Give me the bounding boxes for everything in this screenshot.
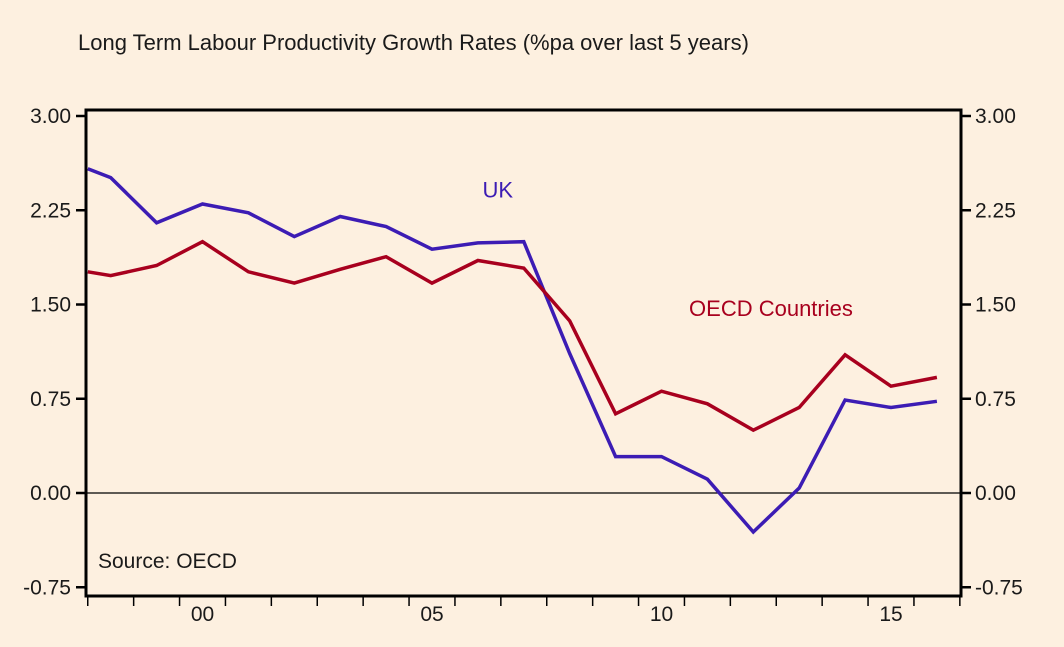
source-note: Source: OECD (98, 550, 237, 573)
x-tick-label: 05 (420, 603, 443, 626)
y-tick-label-right: -0.75 (975, 576, 1023, 599)
y-tick-label-left: 0.75 (30, 388, 71, 411)
y-tick-label-right: 1.50 (975, 294, 1016, 317)
x-tick-label: 10 (650, 603, 673, 626)
y-tick-label-left: 1.50 (30, 294, 71, 317)
series-line-oecd-countries (87, 239, 938, 433)
y-tick-label-left: 2.25 (30, 199, 71, 222)
plot-area: UK OECD Countries 3.00 3.00 2.25 2.25 1.50 1.50… (23, 105, 1023, 626)
y-tick-label-left: 0.00 (30, 482, 71, 505)
x-tick-label: 15 (879, 603, 902, 626)
chart-title: Long Term Labour Productivity Growth Rat… (78, 30, 749, 55)
y-tick-label-right: 3.00 (975, 105, 1016, 128)
x-tick-label: 00 (191, 603, 214, 626)
y-tick-label-right: 0.75 (975, 388, 1016, 411)
y-tick-label-left: -0.75 (23, 576, 71, 599)
series-label-oecd-countries: OECD Countries (689, 296, 853, 321)
series-line-uk (87, 167, 938, 535)
plot-frame (84, 108, 963, 598)
y-tick-label-left: 3.00 (30, 105, 71, 128)
y-tick-label-right: 0.00 (975, 482, 1016, 505)
y-tick-label-right: 2.25 (975, 199, 1016, 222)
series-label-uk: UK (482, 178, 513, 203)
